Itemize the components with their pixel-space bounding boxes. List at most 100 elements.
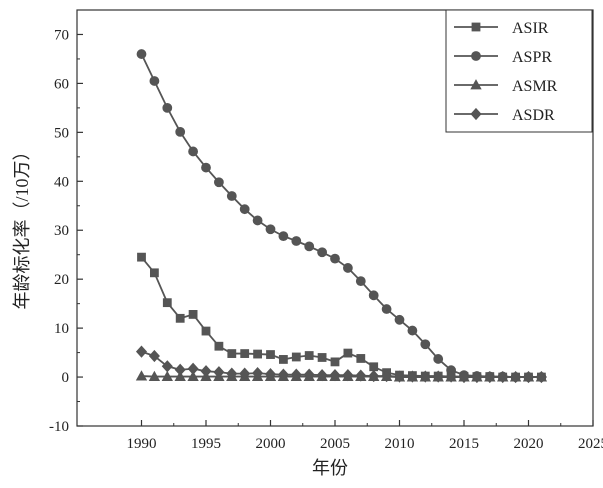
data-point-asir <box>214 341 224 351</box>
legend-item-asdr: ASDR <box>454 107 555 124</box>
y-tick-label: 0 <box>62 370 70 386</box>
data-point-asir <box>188 310 198 319</box>
data-point-asdr <box>381 369 393 383</box>
data-point-aspr <box>162 102 173 113</box>
data-point-aspr <box>213 177 224 188</box>
y-tick-label: 70 <box>54 27 69 43</box>
data-point-asdr <box>355 369 367 382</box>
data-point-aspr <box>381 304 392 314</box>
data-point-asir <box>227 349 237 358</box>
legend-marker-aspr <box>471 51 481 61</box>
data-point-asir <box>291 352 301 362</box>
x-tick-label: 1995 <box>191 436 221 452</box>
data-point-asdr <box>445 370 457 383</box>
y-tick-label: 10 <box>54 321 69 337</box>
x-tick-label: 2010 <box>385 436 415 452</box>
data-point-asdr <box>239 367 251 380</box>
data-point-asir <box>266 350 275 359</box>
y-tick-label: 20 <box>54 272 69 288</box>
x-tick-label: 1990 <box>127 436 157 452</box>
legend-box <box>445 9 593 133</box>
data-point-aspr <box>394 314 405 325</box>
data-point-asdr <box>522 370 535 384</box>
data-point-aspr <box>239 204 250 215</box>
data-point-aspr <box>175 126 186 137</box>
data-point-asdr <box>161 360 173 373</box>
data-point-asir <box>304 351 314 360</box>
data-point-asir <box>253 349 263 359</box>
legend-label: ASPR <box>512 49 552 66</box>
data-point-asmr <box>135 370 148 381</box>
x-tick-label: 2025 <box>578 436 603 452</box>
data-point-asdr <box>135 345 148 358</box>
data-point-asir <box>162 298 172 308</box>
data-point-aspr <box>252 215 263 226</box>
series-asdr <box>135 345 547 384</box>
data-point-asdr <box>226 367 238 380</box>
data-point-asdr <box>148 349 160 363</box>
y-tick-label: 60 <box>54 76 69 92</box>
data-point-aspr <box>201 162 211 173</box>
data-point-aspr <box>226 191 237 201</box>
data-point-aspr <box>291 236 302 246</box>
data-point-asdr <box>213 366 225 379</box>
data-point-asdr <box>200 365 212 378</box>
data-point-asdr <box>471 370 483 384</box>
data-point-asir <box>356 354 366 363</box>
data-point-aspr <box>304 241 315 252</box>
y-axis-title: 年龄标化率（/10万） <box>12 142 32 309</box>
data-point-asir <box>278 355 288 364</box>
data-point-asmr <box>187 370 199 381</box>
data-point-asdr <box>535 370 547 384</box>
data-point-asdr <box>497 370 509 384</box>
data-point-asir <box>201 326 211 336</box>
data-point-asdr <box>406 370 418 383</box>
data-point-aspr <box>136 49 147 59</box>
data-point-asir <box>330 357 340 367</box>
data-point-aspr <box>188 146 199 157</box>
data-point-asir <box>369 362 379 372</box>
data-point-asdr <box>419 370 431 383</box>
data-point-aspr <box>265 224 276 235</box>
y-tick-label: 50 <box>54 125 69 141</box>
data-point-asdr <box>458 370 470 384</box>
data-point-asdr <box>174 363 186 376</box>
y-tick-label: -10 <box>49 419 69 435</box>
data-point-asir <box>137 252 146 262</box>
data-point-asdr <box>484 370 496 384</box>
data-point-asir <box>343 348 353 358</box>
y-tick-label: 40 <box>54 174 69 190</box>
x-tick-label: 2005 <box>320 436 350 452</box>
data-point-asdr <box>342 369 354 382</box>
data-point-asmr <box>161 370 173 381</box>
series-asir <box>137 252 546 382</box>
legend-item-asmr: ASMR <box>454 78 558 95</box>
data-point-asir <box>317 353 327 362</box>
data-point-asmr <box>174 370 186 381</box>
legend-label: ASMR <box>512 78 558 95</box>
legend-marker-asir <box>471 22 481 32</box>
data-point-aspr <box>342 263 353 273</box>
data-point-asdr <box>303 368 315 381</box>
data-point-asir <box>149 268 159 278</box>
data-point-asdr <box>290 368 302 381</box>
data-point-asmr <box>148 370 161 381</box>
data-point-aspr <box>330 253 340 264</box>
data-point-asir <box>240 349 250 358</box>
data-point-aspr <box>278 231 289 242</box>
legend-label: ASIR <box>512 20 549 37</box>
x-tick-label: 2020 <box>514 436 544 452</box>
data-point-asir <box>175 313 185 323</box>
data-point-asdr <box>187 362 199 375</box>
data-point-asdr <box>510 370 522 384</box>
data-point-aspr <box>317 247 328 258</box>
legend-marker-asdr <box>470 107 482 121</box>
data-point-asdr <box>316 369 328 382</box>
data-point-asdr <box>432 370 444 383</box>
series-line-asir <box>140 256 542 378</box>
data-point-asdr <box>329 369 341 382</box>
legend-item-aspr: ASPR <box>454 49 552 66</box>
data-point-asdr <box>368 369 380 383</box>
